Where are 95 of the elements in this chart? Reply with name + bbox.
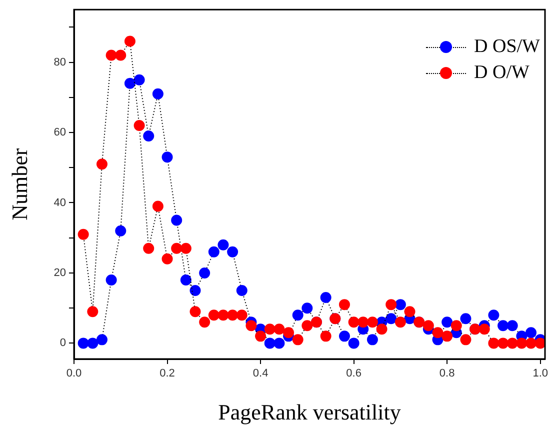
point	[264, 338, 276, 349]
point	[526, 327, 537, 338]
point	[199, 316, 210, 328]
point	[442, 330, 453, 342]
point	[115, 225, 126, 236]
point	[516, 338, 528, 349]
point	[302, 320, 313, 332]
point	[78, 338, 89, 349]
point	[394, 316, 406, 328]
point	[506, 320, 518, 332]
point	[124, 36, 136, 47]
point	[199, 267, 210, 278]
point	[488, 310, 500, 321]
point	[255, 330, 266, 342]
point	[208, 310, 220, 321]
point	[386, 313, 397, 324]
x-tick-label: 0.8	[439, 368, 455, 380]
point	[218, 239, 229, 250]
x-tick-label: 1.0	[532, 368, 548, 380]
y-tick-label: 60	[54, 126, 66, 139]
point	[348, 338, 360, 349]
point	[190, 306, 201, 318]
point	[498, 320, 509, 332]
point	[274, 338, 285, 349]
point	[283, 327, 294, 338]
point	[208, 246, 220, 258]
point	[460, 313, 472, 324]
point	[292, 310, 304, 321]
point	[526, 338, 537, 349]
point	[302, 302, 313, 314]
point	[236, 310, 248, 321]
point	[171, 242, 182, 254]
point	[134, 120, 145, 131]
point	[227, 246, 238, 258]
y-tick-label: 20	[54, 267, 66, 279]
point	[180, 274, 192, 286]
x-tick-label: 0.2	[160, 368, 175, 380]
x-axis-title: PageRank versatility	[218, 400, 401, 425]
point	[366, 316, 378, 328]
point	[488, 338, 500, 349]
point	[498, 338, 509, 349]
point	[180, 242, 192, 254]
point	[534, 338, 545, 349]
y-tick-label: 80	[54, 56, 66, 68]
legend-label: D OS/W	[474, 36, 540, 58]
y-tick-label: 0	[60, 337, 66, 350]
x-tick-label: 0.4	[252, 368, 268, 380]
point	[292, 334, 304, 346]
point	[358, 316, 369, 328]
point	[386, 299, 397, 310]
point	[96, 158, 108, 170]
point	[394, 299, 406, 310]
point	[162, 253, 173, 264]
point	[152, 88, 164, 100]
point	[236, 285, 248, 296]
x-tick-label: 0.6	[346, 368, 362, 380]
point	[432, 327, 444, 338]
point	[320, 330, 332, 342]
point	[143, 130, 154, 142]
point	[115, 50, 126, 61]
point	[338, 330, 350, 342]
point	[422, 320, 434, 332]
y-axis-title: Number	[6, 148, 32, 220]
point	[87, 306, 98, 318]
point	[246, 320, 257, 332]
point	[171, 214, 182, 226]
point	[338, 299, 350, 310]
point	[376, 324, 388, 335]
point	[264, 324, 276, 335]
point	[106, 274, 117, 286]
point	[106, 50, 117, 61]
point	[404, 306, 416, 318]
point	[478, 324, 490, 335]
point	[152, 200, 164, 212]
point	[320, 292, 332, 304]
point	[348, 316, 360, 328]
point	[450, 320, 462, 332]
point	[218, 310, 229, 321]
point	[134, 74, 145, 86]
legend-label: D O/W	[474, 62, 530, 84]
x-tick-label: 0.0	[66, 368, 82, 380]
point	[442, 316, 453, 328]
point	[124, 78, 136, 89]
point	[78, 228, 89, 240]
point	[87, 338, 98, 349]
point	[162, 152, 173, 163]
point	[143, 242, 154, 254]
point	[460, 334, 472, 346]
point	[366, 334, 378, 346]
point	[190, 285, 201, 296]
point	[96, 334, 108, 346]
point	[227, 310, 238, 321]
y-tick-label: 40	[54, 196, 66, 209]
point	[506, 338, 518, 349]
point	[274, 324, 285, 335]
